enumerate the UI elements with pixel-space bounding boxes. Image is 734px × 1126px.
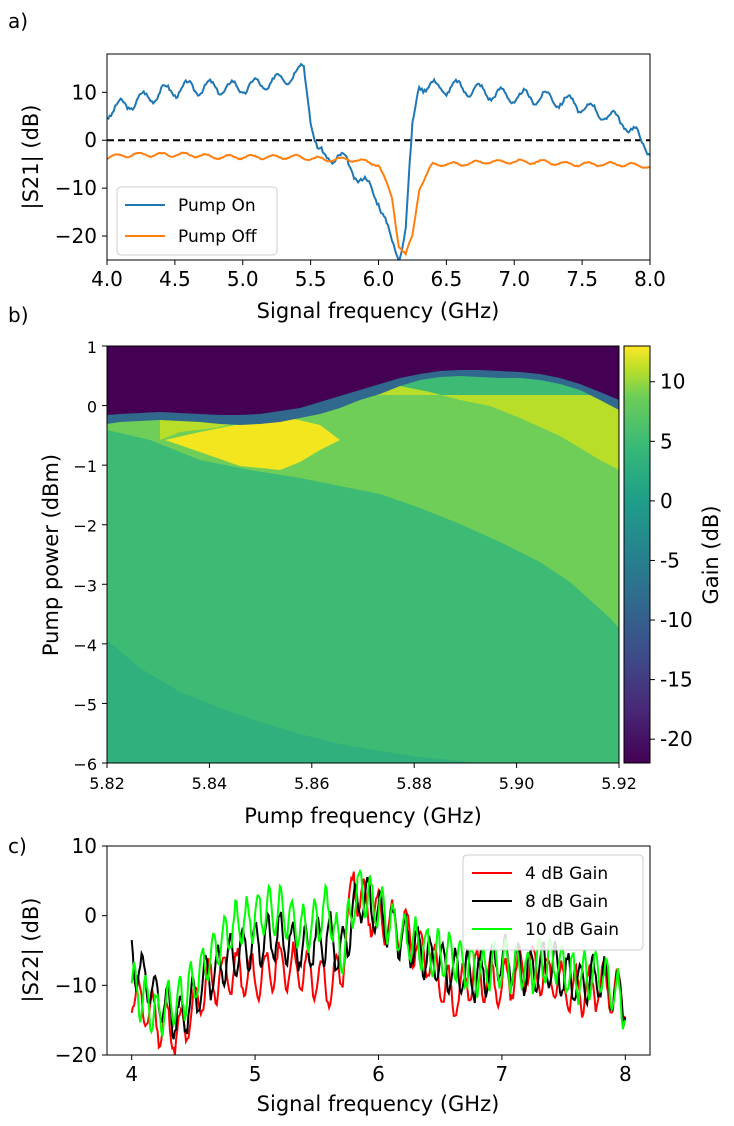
colorbar-tick-label-5: -5 [660, 548, 680, 572]
panel-a-ylabel: |S21| (dB) [19, 105, 44, 210]
colorbar-ticks: 10 5 0 -5 -10 -15 -20 [650, 370, 693, 751]
panel-a-plot-area [107, 62, 650, 260]
panel-b-x-tick-label-5-88: 5.88 [396, 774, 432, 793]
series-10-db-gain [130, 868, 627, 1037]
panel-b-y-tick-label-2: −2 [73, 517, 97, 536]
heatmap-low-gain-region [107, 346, 619, 415]
panel-a-legend: Pump On Pump Off [116, 186, 278, 256]
panel-c-y-tick-label-10: 10 [72, 834, 97, 858]
legend-label-10db: 10 dB Gain [525, 920, 619, 940]
panel-a-y-tick-label-20: −20 [55, 224, 97, 248]
panel-c: c) 4 5 6 7 8 10 0 −10 −20 Signal frequency (GHz… [8, 834, 651, 1116]
legend-label-pump-on: Pump On [178, 196, 256, 216]
panel-a-x-tick-label-6-5: 6.5 [430, 267, 462, 291]
panel-a-x-ticks: 4.0 4.5 5.0 5.5 6.0 6.5 7.0 7.5 8.0 [91, 260, 666, 291]
panel-c-x-ticks: 4 5 6 7 8 [125, 1055, 632, 1086]
legend-label-pump-off: Pump Off [178, 227, 258, 247]
panel-a-y-ticks: 10 0 −10 −20 [55, 80, 107, 248]
panel-b-x-tick-label-5-84: 5.84 [192, 774, 228, 793]
panel-c-x-tick-label-6: 6 [372, 1062, 385, 1086]
panel-c-y-tick-label-10: −10 [55, 973, 97, 997]
colorbar-tick-label-15: -15 [660, 668, 693, 692]
panel-c-x-tick-label-5: 5 [249, 1062, 262, 1086]
panel-a-x-tick-label-4-5: 4.5 [159, 267, 191, 291]
series-4-db-gain [130, 871, 626, 1055]
colorbar-label: Gain (dB) [699, 505, 723, 604]
series-pump-off [107, 151, 650, 257]
panel-c-legend-box [462, 854, 644, 951]
panel-a-tag: a) [8, 9, 28, 33]
panel-b-x-tick-label-5-82: 5.82 [89, 774, 125, 793]
panel-b-y-ticks: 1 0 −1 −2 −3 −4 −5 −6 [73, 338, 107, 774]
colorbar-tick-label-10: -10 [660, 608, 693, 632]
panel-a-xlabel: Signal frequency (GHz) [257, 299, 500, 323]
legend-label-4db: 4 dB Gain [525, 864, 608, 884]
panel-a-y-tick-label-10: 10 [72, 80, 97, 104]
panel-b: b) 5.82 5.84 5.86 5.88 5.90 5.92 10−1−2−3−4−5… [8, 303, 723, 828]
heatmap-peak-gain-region [165, 418, 340, 470]
panel-b-y-tick-label-4: −4 [73, 636, 97, 655]
panel-c-x-tick-label-7: 7 [496, 1062, 509, 1086]
panel-c-x-tick-label-8: 8 [619, 1062, 632, 1086]
panel-c-y-ticks: 10 0 −10 −20 [55, 834, 107, 1067]
panel-b-y-tick-label-1: 1 [87, 338, 97, 357]
colorbar-tick-label-0: 0 [660, 489, 673, 513]
heatmap-lower-band [107, 640, 480, 763]
panel-a-x-tick-label-8-0: 8.0 [634, 267, 666, 291]
panel-a-y-tick-label-0: 0 [84, 128, 97, 152]
panel-c-y-tick-label-0: 0 [84, 904, 97, 928]
panel-c-ylabel: |S22| (dB) [19, 898, 44, 1003]
colorbar [623, 345, 651, 764]
panel-a-x-tick-label-4-0: 4.0 [91, 267, 123, 291]
panel-b-y-tick-label-5: −5 [73, 695, 97, 714]
series-pump-on [107, 62, 650, 260]
colorbar-tick-label-20: -20 [660, 727, 693, 751]
panel-a-x-tick-label-5-5: 5.5 [295, 267, 327, 291]
panel-b-y-tick-label-0: 0 [87, 398, 97, 417]
panel-a-x-tick-label-7-5: 7.5 [566, 267, 598, 291]
panel-c-xlabel: Signal frequency (GHz) [257, 1092, 500, 1116]
legend-label-8db: 8 dB Gain [525, 892, 608, 912]
panel-b-axes-frame [106, 345, 620, 764]
panel-a-x-tick-label-7-0: 7.0 [498, 267, 530, 291]
panel-a-y-tick-label-10: −10 [55, 176, 97, 200]
panel-b-x-tick-label-5-86: 5.86 [294, 774, 330, 793]
panel-a-x-tick-label-6-0: 6.0 [363, 267, 395, 291]
panel-c-legend: 4 dB Gain 8 dB Gain 10 dB Gain [462, 854, 644, 951]
panel-a: a) 4.0 4.5 5.0 5.5 6.0 6.5 7.0 7.5 8.0 10 0 −10 −20… [8, 9, 666, 323]
panel-c-tag: c) [8, 834, 27, 858]
panel-b-x-tick-label-5-90: 5.90 [499, 774, 535, 793]
colorbar-tick-label-5: 5 [660, 429, 673, 453]
panel-b-heatmap [107, 346, 619, 763]
panel-b-y-tick-label-6: −6 [73, 755, 97, 774]
panel-b-xlabel: Pump frequency (GHz) [244, 804, 482, 828]
colorbar-tick-label-10: 10 [660, 370, 685, 394]
panel-b-y-tick-label-3: −3 [73, 576, 97, 595]
panel-b-x-tick-label-5-92: 5.92 [601, 774, 637, 793]
panel-b-ylabel: Pump power (dBm) [39, 454, 63, 656]
panel-a-x-tick-label-5-0: 5.0 [227, 267, 259, 291]
panel-c-y-tick-label-20: −20 [55, 1043, 97, 1067]
panel-b-y-tick-label-1: −1 [73, 457, 97, 476]
panel-b-tag: b) [8, 303, 29, 327]
panel-c-x-tick-label-4: 4 [125, 1062, 138, 1086]
panel-b-x-ticks: 5.82 5.84 5.86 5.88 5.90 5.92 [89, 763, 637, 793]
